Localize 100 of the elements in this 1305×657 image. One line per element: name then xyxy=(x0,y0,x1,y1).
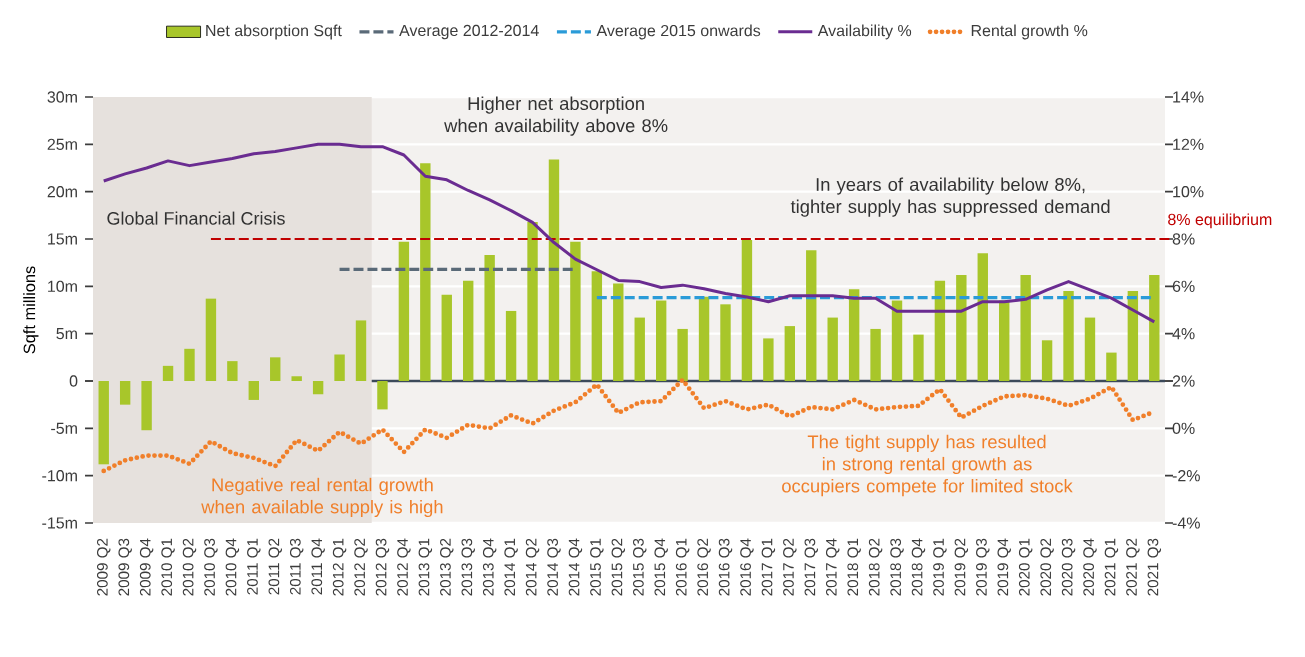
y-axis-title: Sqft millions xyxy=(23,266,39,354)
x-tick-label: 2013 Q2 xyxy=(440,538,454,596)
x-tick-label: 2016 Q2 xyxy=(697,538,711,596)
bar xyxy=(205,298,217,381)
bar xyxy=(591,271,603,381)
y2-tick-label: -4% xyxy=(1172,517,1200,529)
x-tick-label: 2014 Q2 xyxy=(525,538,540,596)
bar xyxy=(484,255,495,381)
x-tick-label: 2012 Q1 xyxy=(332,538,347,596)
x-tick-label: 2016 Q4 xyxy=(740,538,754,596)
legend-label: Average 2015 onwards xyxy=(596,24,761,40)
x-tick-label: 2016 Q1 xyxy=(675,538,690,596)
x-tick-label: 2014 Q4 xyxy=(568,538,583,596)
x-tick-label: 2011 Q1 xyxy=(247,538,261,595)
bar xyxy=(977,253,988,381)
y2-tick-label: 0% xyxy=(1172,422,1195,434)
x-tick-label: 2012 Q3 xyxy=(375,538,390,596)
bar xyxy=(355,320,367,381)
x-tick-label: 2018 Q1 xyxy=(847,538,861,596)
y-tick-label: -15m xyxy=(42,517,77,529)
bar xyxy=(398,241,410,381)
x-tick-label: 2009 Q3 xyxy=(118,538,132,596)
band-label: Global Financial Crisis xyxy=(107,211,285,225)
bar xyxy=(913,334,924,381)
annotation: In years of availability below 8%, tighter supply has suppressed demand xyxy=(790,177,1110,217)
bar xyxy=(505,310,517,381)
bar xyxy=(463,280,474,381)
x-tick-label: 2020 Q1 xyxy=(1018,538,1033,596)
y-tick-label: -10m xyxy=(42,469,77,482)
bar xyxy=(891,300,903,381)
x-tick-label: 2017 Q2 xyxy=(783,538,797,596)
x-tick-label: 2009 Q4 xyxy=(139,538,154,596)
legend-label: Average 2012-2014 xyxy=(399,24,539,40)
x-tick-label: 2017 Q1 xyxy=(761,538,776,596)
bar xyxy=(1084,317,1096,381)
y2-tick-label: 4% xyxy=(1172,328,1195,340)
bar xyxy=(1063,291,1074,381)
x-tick-label: 2013 Q1 xyxy=(418,538,433,596)
bar xyxy=(1020,274,1031,381)
y-tick-label: 15m xyxy=(48,233,77,245)
legend-label: Availability % xyxy=(817,24,912,40)
y-tick-label: 25m xyxy=(47,138,77,150)
bar xyxy=(741,239,753,381)
y2-tick-label: 2% xyxy=(1172,375,1195,387)
x-tick-label: 2011 Q2 xyxy=(268,538,282,595)
x-tick-label: 2015 Q4 xyxy=(654,538,668,596)
bar xyxy=(1127,291,1139,381)
y2-tick-label: 6% xyxy=(1172,280,1195,292)
x-tick-label: 2019 Q1 xyxy=(933,538,947,596)
bar xyxy=(141,381,152,431)
bar xyxy=(934,280,946,381)
y-tick-label: 10m xyxy=(48,280,77,292)
x-tick-label: 2018 Q2 xyxy=(868,538,883,596)
bar xyxy=(784,326,796,381)
x-tick-label: 2017 Q3 xyxy=(804,538,818,596)
x-tick-label: 2011 Q3 xyxy=(289,538,304,595)
x-tick-label: 2017 Q4 xyxy=(825,538,840,596)
bar xyxy=(548,159,560,381)
bar xyxy=(848,289,860,381)
x-tick-label: 2016 Q3 xyxy=(718,538,733,596)
bar xyxy=(999,300,1010,381)
y-tick-label: 30m xyxy=(47,91,77,103)
y2-tick-label: -2% xyxy=(1172,470,1200,482)
annotation: The tight supply has resulted in strong rental growth as occupiers compete for limited stock xyxy=(782,434,1073,497)
x-tick-label: 2019 Q2 xyxy=(954,538,969,596)
bar xyxy=(870,328,881,381)
bar xyxy=(227,361,238,381)
bar xyxy=(1041,340,1053,381)
x-tick-label: 2012 Q2 xyxy=(354,538,368,596)
x-tick-label: 2014 Q1 xyxy=(504,538,518,596)
bar xyxy=(98,381,109,465)
annotation: Negative real rental growth when available supply is high xyxy=(201,477,443,518)
x-tick-label: 2018 Q3 xyxy=(890,538,904,596)
y2-tick-label: 8% xyxy=(1172,233,1195,245)
x-tick-label: 2012 Q4 xyxy=(397,538,411,596)
x-tick-label: 2020 Q2 xyxy=(1040,538,1054,596)
x-tick-label: 2013 Q4 xyxy=(482,538,497,596)
bar xyxy=(827,317,838,381)
bar xyxy=(1149,274,1160,381)
x-tick-label: 2010 Q4 xyxy=(225,538,240,596)
x-tick-label: 2018 Q4 xyxy=(911,538,926,596)
ref-line-label: 8% equilibrium xyxy=(1168,213,1272,229)
bar xyxy=(1106,352,1117,381)
bar xyxy=(763,338,774,381)
bar xyxy=(312,381,324,395)
x-tick-label: 2015 Q1 xyxy=(590,538,604,596)
bar xyxy=(634,317,645,381)
x-tick-label: 2015 Q2 xyxy=(611,538,626,596)
y-tick-label: 20m xyxy=(47,185,77,198)
bar xyxy=(420,163,431,381)
x-tick-label: 2014 Q3 xyxy=(547,538,561,596)
bar xyxy=(441,294,452,381)
x-tick-label: 2009 Q2 xyxy=(97,538,111,596)
y2-tick-label: 10% xyxy=(1173,185,1204,198)
x-tick-label: 2010 Q1 xyxy=(161,538,175,596)
x-tick-label: 2019 Q4 xyxy=(997,538,1011,596)
bar xyxy=(570,241,581,381)
bar xyxy=(291,376,302,381)
bar xyxy=(527,221,538,381)
legend-label: Net absorption Sqft xyxy=(206,24,342,40)
